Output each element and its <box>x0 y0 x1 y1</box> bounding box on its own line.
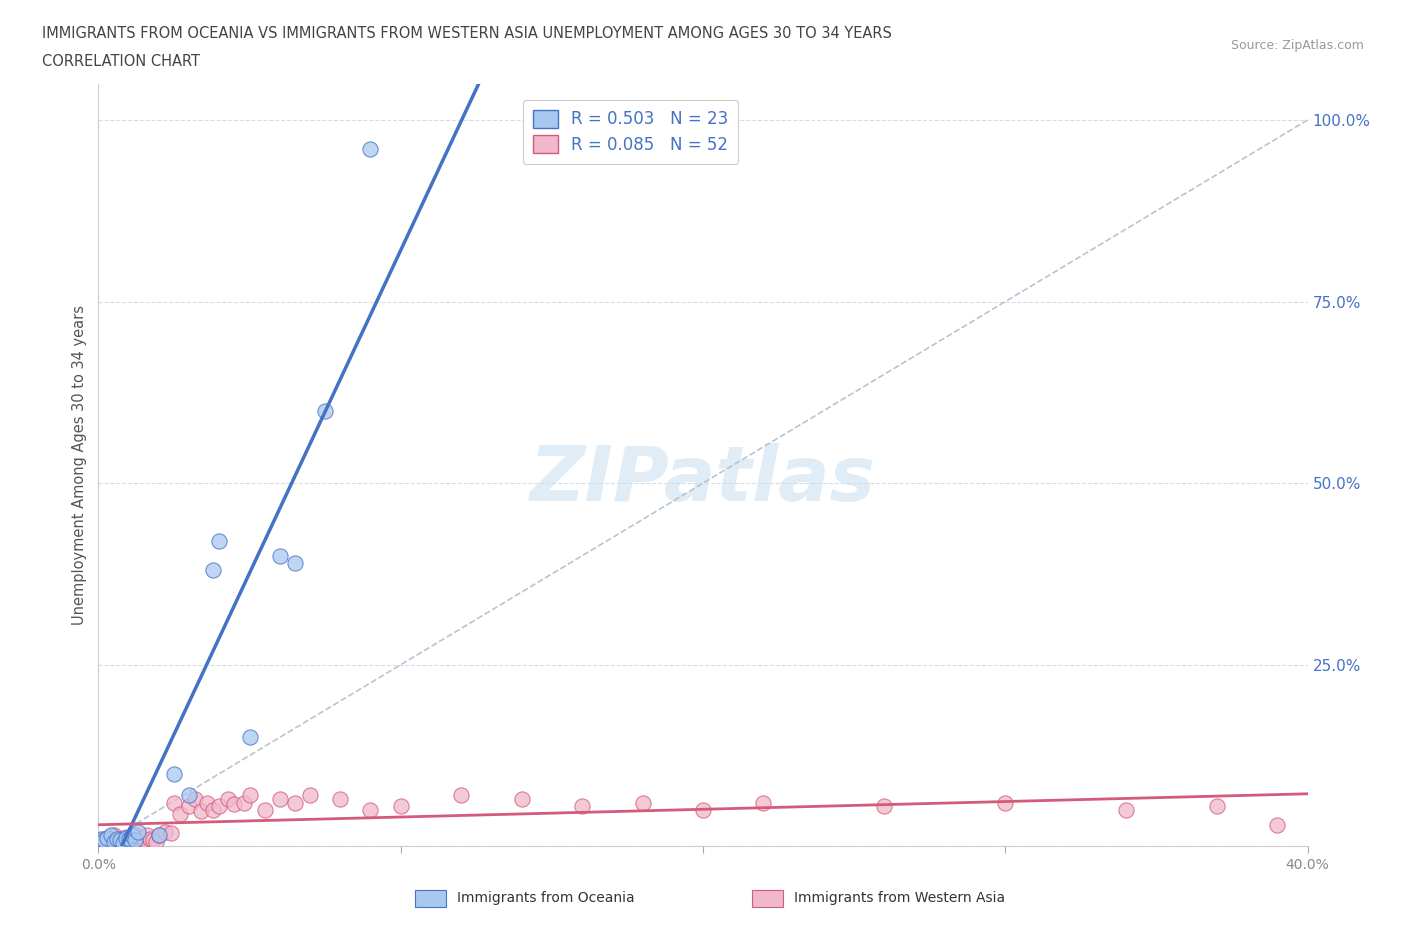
Legend: R = 0.503   N = 23, R = 0.085   N = 52: R = 0.503 N = 23, R = 0.085 N = 52 <box>523 100 738 164</box>
Point <box>105 833 128 848</box>
Point <box>631 795 654 810</box>
Point <box>224 797 246 812</box>
Point <box>314 403 336 418</box>
Point <box>253 803 276 817</box>
Text: Immigrants from Western Asia: Immigrants from Western Asia <box>794 891 1005 906</box>
Point <box>195 795 218 810</box>
Point <box>135 828 157 843</box>
Point <box>132 833 155 848</box>
Point <box>114 830 136 845</box>
Point <box>118 831 141 846</box>
Point <box>90 831 112 846</box>
Point <box>177 788 201 803</box>
Point <box>360 141 382 156</box>
Point <box>1115 803 1137 817</box>
Point <box>208 799 231 814</box>
Point <box>103 834 125 849</box>
Point <box>160 826 183 841</box>
Point <box>217 791 239 806</box>
Point <box>100 830 122 845</box>
Point <box>96 834 118 849</box>
Y-axis label: Unemployment Among Ages 30 to 34 years: Unemployment Among Ages 30 to 34 years <box>72 305 87 625</box>
Point <box>93 831 115 846</box>
Point <box>239 730 262 745</box>
Point <box>163 766 186 781</box>
Point <box>177 799 201 814</box>
Point <box>118 831 141 846</box>
Point <box>299 788 322 803</box>
Point <box>103 828 125 843</box>
Point <box>284 795 307 810</box>
Point <box>994 795 1017 810</box>
Point <box>184 791 207 806</box>
Point <box>121 828 143 843</box>
Point <box>692 803 714 817</box>
Point <box>269 791 291 806</box>
Point <box>124 833 146 848</box>
Point <box>142 833 165 848</box>
Point <box>124 828 146 843</box>
Point <box>153 824 176 839</box>
Point <box>389 799 412 814</box>
Point <box>90 833 112 848</box>
Point <box>121 833 143 848</box>
Point <box>100 828 122 843</box>
Point <box>571 799 593 814</box>
Point <box>169 806 191 821</box>
Point <box>329 791 352 806</box>
Point <box>752 795 775 810</box>
Point <box>127 831 149 846</box>
Point <box>148 828 170 843</box>
Text: IMMIGRANTS FROM OCEANIA VS IMMIGRANTS FROM WESTERN ASIA UNEMPLOYMENT AMONG AGES : IMMIGRANTS FROM OCEANIA VS IMMIGRANTS FR… <box>42 26 891 41</box>
Point <box>1206 799 1229 814</box>
Point <box>114 834 136 849</box>
Point <box>510 791 533 806</box>
Point <box>108 831 131 846</box>
Point <box>163 795 186 810</box>
Point <box>190 804 212 819</box>
Point <box>873 799 896 814</box>
Point <box>111 830 134 845</box>
Point <box>148 828 170 843</box>
Point <box>129 830 152 845</box>
Point <box>202 563 225 578</box>
Point <box>96 830 118 845</box>
Point <box>450 788 472 803</box>
Point <box>108 833 131 848</box>
Point <box>239 788 262 803</box>
Point <box>111 835 134 850</box>
Point <box>127 824 149 839</box>
Point <box>145 834 167 849</box>
Point <box>139 831 162 846</box>
Point <box>105 831 128 846</box>
Point <box>232 795 254 810</box>
Point <box>284 555 307 570</box>
Text: Immigrants from Oceania: Immigrants from Oceania <box>457 891 634 906</box>
Point <box>202 803 225 817</box>
Point <box>269 549 291 564</box>
Point <box>1265 817 1288 832</box>
Point <box>93 833 115 848</box>
Point <box>360 803 382 817</box>
Text: CORRELATION CHART: CORRELATION CHART <box>42 54 200 69</box>
Text: ZIPatlas: ZIPatlas <box>530 444 876 517</box>
Text: Source: ZipAtlas.com: Source: ZipAtlas.com <box>1230 39 1364 52</box>
Point <box>208 534 231 549</box>
